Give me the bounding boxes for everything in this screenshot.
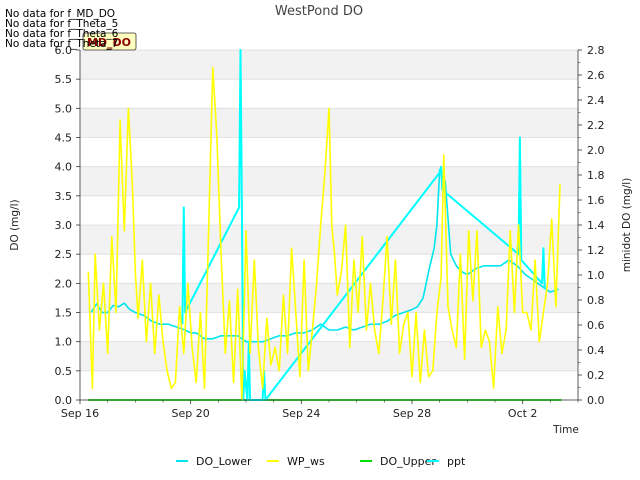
y2-tick-label: 2.6 [587, 69, 605, 82]
y-tick-label: 6.0 [55, 44, 73, 57]
tooltip-box [82, 32, 137, 51]
y2-tick-label: 2.0 [587, 144, 605, 157]
x-tick-label: Sep 20 [172, 407, 210, 420]
y-tick-label: 4.5 [55, 132, 73, 145]
y-tick-label: 0.0 [55, 394, 73, 407]
y-axis-title: DO (mg/l) [9, 199, 21, 250]
x-tick-label: Sep 28 [393, 407, 431, 420]
chart-title: WestPond DO [275, 4, 363, 19]
y2-tick-label: 1.2 [587, 244, 605, 257]
y-tick-label: 2.0 [55, 277, 73, 290]
no-data-message-theta-5: No data for f_Theta_5 [5, 18, 119, 30]
y2-tick-label: 1.8 [587, 169, 605, 182]
y2-axis-title: minidot DO (mg/l) [621, 178, 633, 273]
x-axis-title: Time [552, 424, 579, 436]
y2-tick-label: 0.6 [587, 319, 605, 332]
y-tick-label: 5.5 [55, 73, 73, 86]
legend-label-wp-ws: WP_ws [287, 455, 325, 468]
y-tick-label: 5.0 [55, 102, 73, 115]
y-tick-label: 3.0 [55, 219, 73, 232]
no-data-message-theta-7: No data for f_Theta_7 [5, 38, 119, 50]
legend-label-ppt: ppt [447, 455, 466, 468]
y2-tick-label: 2.8 [587, 44, 605, 57]
y-tick-label: 1.5 [55, 307, 73, 320]
y-tick-label: 4.0 [55, 161, 73, 174]
background-band [80, 50, 578, 80]
y-tick-label: 0.5 [55, 365, 73, 378]
y2-tick-label: 0.4 [587, 344, 605, 357]
background-band [80, 166, 578, 196]
tooltip-label: MD_DO [87, 36, 131, 49]
series-line-wp-ws [87, 66, 561, 401]
y-tick-label: 2.5 [55, 248, 73, 261]
y-tick-label: 1.0 [55, 336, 73, 349]
y-tick-label: 3.5 [55, 190, 73, 203]
no-data-message-md-do: No data for f_MD_DO [5, 8, 116, 20]
y2-tick-label: 1.4 [587, 219, 605, 232]
legend: DO_Lower WP_ws DO_Upper ppt [176, 455, 466, 468]
y-axis-ticks: 0.0 0.5 1.0 1.5 2.0 2.5 3.0 3.5 4.0 4.5 5.0 5.5 6.0 [55, 44, 80, 407]
legend-label-do-lower: DO_Lower [196, 455, 252, 468]
y2-tick-label: 0.0 [587, 394, 605, 407]
y2-tick-label: 0.8 [587, 294, 605, 307]
x-axis-ticks: Sep 16 Sep 20 Sep 24 Sep 28 Oct 2 [61, 400, 579, 420]
y2-tick-label: 2.2 [587, 119, 605, 132]
x-tick-label: Sep 24 [282, 407, 320, 420]
legend-label-do-upper: DO_Upper [380, 455, 436, 468]
y2-tick-label: 0.2 [587, 369, 605, 382]
background-band [80, 283, 578, 313]
x-tick-label: Oct 2 [508, 407, 538, 420]
background-band [80, 225, 578, 255]
y2-axis-ticks: 0.0 0.2 0.4 0.6 0.8 1.0 1.2 1.4 1.6 1.8 2.0 2.2 2.4 2… [578, 44, 605, 407]
no-data-message-theta-6: No data for f_Theta_6 [5, 28, 119, 40]
y2-tick-label: 1.6 [587, 194, 605, 207]
y2-tick-label: 1.0 [587, 269, 605, 282]
x-tick-label: Sep 16 [61, 407, 99, 420]
y2-tick-label: 2.4 [587, 94, 605, 107]
